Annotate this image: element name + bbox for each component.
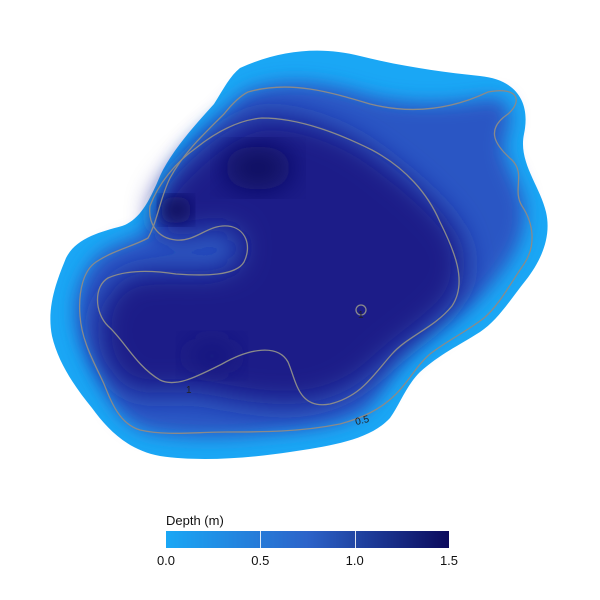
contour-label-1-spot: 1 (358, 310, 364, 321)
contour-1 (96, 117, 460, 406)
legend-tick-mark (354, 531, 356, 548)
deep-hotspot-south (186, 338, 238, 374)
contour-0.5 (78, 86, 533, 434)
contour-1-spot (355, 304, 367, 316)
contour-label-1-west: 1 (186, 385, 192, 396)
deep-hotspot-west (160, 196, 192, 224)
legend-colorbar (166, 531, 449, 548)
deep-hotspot-north (224, 146, 292, 190)
legend-tick-label: 0.5 (251, 553, 270, 568)
legend-title: Depth (m) (166, 513, 224, 528)
legend-tick-label: 1.5 (439, 553, 459, 568)
shore-notch (400, 360, 453, 412)
lake-deep-core (98, 116, 465, 405)
contour-label-0.5: 0.5 (354, 414, 371, 428)
legend-tick-label: 0.0 (156, 553, 176, 568)
legend-tick-label: 1.0 (345, 553, 364, 568)
legend-tick-mark (260, 531, 262, 548)
